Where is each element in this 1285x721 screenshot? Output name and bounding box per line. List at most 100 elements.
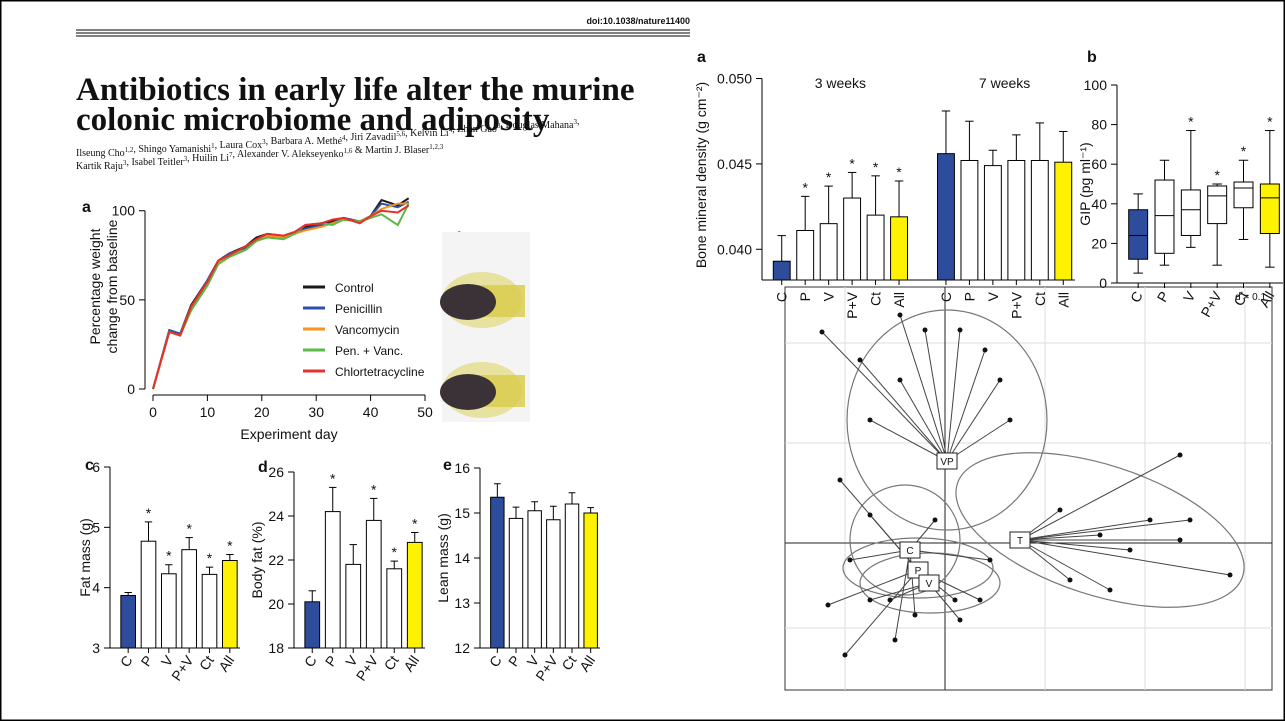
x-tick-label: P xyxy=(961,292,977,301)
bar xyxy=(796,229,815,281)
mouse-photo xyxy=(440,232,530,422)
ordination-link xyxy=(909,549,991,561)
bar xyxy=(583,512,598,649)
ordination-point xyxy=(982,347,988,353)
y-tick-label: 40 xyxy=(1091,196,1107,212)
ordination-point xyxy=(1177,537,1183,543)
title-line: Antibiotics in early life alter the muri… xyxy=(76,72,634,108)
affiliation: 3 xyxy=(497,122,501,130)
centroid-label: VP xyxy=(940,457,954,468)
ordination-point xyxy=(987,557,993,563)
affiliation: 1,6 xyxy=(344,147,353,155)
ordination-point xyxy=(867,597,873,603)
x-tick-label: 0 xyxy=(149,404,157,420)
ordination-point xyxy=(897,377,903,383)
ordination-link xyxy=(1019,454,1181,541)
y-tick-label: 100 xyxy=(112,203,136,219)
ordination-point xyxy=(1067,577,1073,583)
y-tick-label: 6 xyxy=(92,459,100,475)
affiliation: 3 xyxy=(184,155,188,163)
ordination-point xyxy=(1187,517,1193,523)
ordination-link xyxy=(1019,539,1111,591)
ordination-link xyxy=(946,329,961,462)
y-tick-label: 0.045 xyxy=(717,156,752,172)
ordination-point xyxy=(957,617,963,623)
legend-label: Penicillin xyxy=(335,302,382,316)
significance-star: * xyxy=(207,550,213,566)
ordination-point xyxy=(957,327,963,333)
author-name: Ilseung Cho xyxy=(76,148,125,159)
affiliation: 4 xyxy=(342,134,346,142)
ordination-link xyxy=(1019,534,1101,541)
bar xyxy=(161,573,177,649)
x-tick-label: Ct xyxy=(868,292,884,306)
line xyxy=(152,204,410,390)
bar xyxy=(304,601,321,649)
x-tick-label: P+V xyxy=(844,291,860,319)
y-tick-label: 24 xyxy=(268,508,284,524)
bar xyxy=(324,511,341,649)
y-tick-label: 50 xyxy=(119,292,135,308)
x-tick-label: P+V xyxy=(1008,291,1024,319)
centroid-label: T xyxy=(1017,536,1023,547)
ordination-point xyxy=(952,597,958,603)
legend-label: Vancomycin xyxy=(335,323,399,337)
ordination-point xyxy=(1177,452,1183,458)
ordination-point xyxy=(1097,532,1103,538)
x-tick-label: 40 xyxy=(363,404,379,420)
bar xyxy=(983,165,1002,281)
y-tick-label: 0 xyxy=(127,381,135,397)
centroid-label: C xyxy=(906,546,913,557)
bar xyxy=(866,214,885,281)
box xyxy=(1154,179,1175,254)
centroid-box xyxy=(1009,531,1031,549)
bar xyxy=(527,510,542,649)
significance-star: * xyxy=(873,159,879,175)
bar xyxy=(140,540,157,649)
bar xyxy=(365,519,382,649)
box xyxy=(1207,185,1228,225)
x-tick-label: All xyxy=(1055,292,1071,308)
centroid-box xyxy=(899,541,921,559)
ordination-link xyxy=(1019,519,1191,541)
ordination-point xyxy=(892,637,898,643)
x-tick-label: P xyxy=(797,292,813,301)
x-tick-label: 20 xyxy=(254,404,270,420)
author-name: , Jiri Zavadil xyxy=(346,132,397,143)
legend-label: Chlortetracycline xyxy=(335,365,425,379)
author-name: , Douglas Mahana xyxy=(500,120,574,131)
box xyxy=(1233,181,1254,209)
y-tick-label: 0 xyxy=(1099,275,1107,291)
significance-star: * xyxy=(1267,114,1273,130)
y-tick-label: 20 xyxy=(1091,235,1107,251)
legend-label: Pen. + Vanc. xyxy=(335,344,403,358)
centroid-box xyxy=(918,574,940,592)
y-axis-label: GIP (pg ml⁻¹) xyxy=(1077,142,1093,225)
y-axis-label: Percentage weight xyxy=(87,228,103,344)
authors: Ilseung Cho1,2, Shingo Yamanishi1, Laura… xyxy=(76,116,579,172)
significance-star: * xyxy=(1188,114,1194,130)
author-name: , Alexander V. Alekseyenko xyxy=(233,149,344,160)
significance-star: * xyxy=(1241,143,1247,159)
affiliation: 1,2 xyxy=(125,146,134,154)
bar xyxy=(819,223,838,281)
y-tick-label: 13 xyxy=(454,595,470,611)
ordination-link xyxy=(946,349,986,462)
y-axis-label: change from baseline xyxy=(104,219,120,353)
centroid-box xyxy=(936,452,958,470)
x-tick-label: All xyxy=(1256,289,1278,310)
ordination-link xyxy=(844,569,919,656)
panel-letter: a xyxy=(82,199,91,216)
author-name: , Laura Cox xyxy=(215,140,263,151)
panel-letter: e xyxy=(443,457,452,474)
significance-star: * xyxy=(166,548,172,564)
centroid-label: P xyxy=(915,566,922,577)
bar xyxy=(345,563,362,649)
bar xyxy=(1007,159,1026,281)
affiliation: 7 xyxy=(229,151,233,159)
ordination-link xyxy=(821,331,948,462)
group-label: 7 weeks xyxy=(979,75,1030,91)
ordination-link xyxy=(859,359,948,462)
y-tick-label: 100 xyxy=(1084,77,1108,93)
author-name: , Shingo Yamanishi xyxy=(133,144,211,155)
